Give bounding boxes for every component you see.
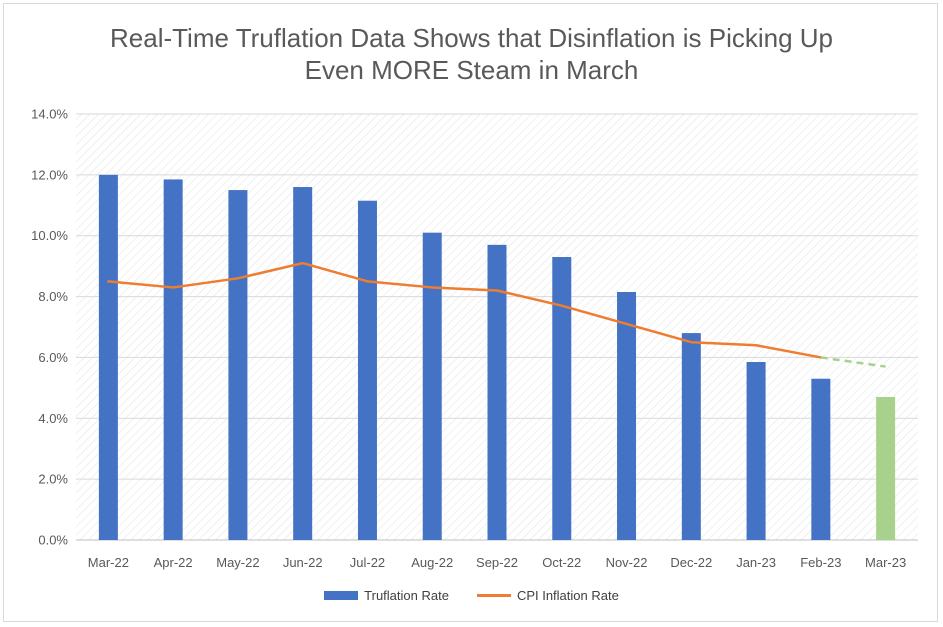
bar-truflation-sep-22 bbox=[487, 244, 507, 541]
bar-truflation-apr-22 bbox=[163, 179, 183, 540]
x-tick-label: Mar-22 bbox=[88, 555, 129, 570]
bar-truflation-nov-22 bbox=[617, 292, 637, 540]
x-tick-label: May-22 bbox=[216, 555, 259, 570]
chart-title: Real-Time Truflation Data Shows that Dis… bbox=[110, 23, 833, 85]
bar-truflation-may-22 bbox=[228, 190, 248, 541]
x-tick-label: Nov-22 bbox=[606, 555, 648, 570]
y-tick-label: 2.0% bbox=[38, 472, 68, 487]
bar-truflation-jul-22 bbox=[357, 200, 377, 540]
bar-truflation-aug-22 bbox=[422, 232, 442, 540]
bar-truflation-feb-23 bbox=[811, 378, 831, 540]
y-tick-label: 0.0% bbox=[38, 533, 68, 548]
x-tick-label: Sep-22 bbox=[476, 555, 518, 570]
x-tick-label: Apr-22 bbox=[154, 555, 193, 570]
y-tick-label: 12.0% bbox=[31, 167, 68, 182]
bar-truflation-jun-22 bbox=[293, 187, 313, 540]
line-cpi-projection bbox=[820, 356, 886, 368]
x-tick-label: Dec-22 bbox=[670, 555, 712, 570]
bar-truflation-mar-22 bbox=[98, 174, 118, 540]
x-tick-label: Mar-23 bbox=[865, 555, 906, 570]
bar-truflation-oct-22 bbox=[552, 257, 572, 540]
legend-item-cpi: CPI Inflation Rate bbox=[476, 588, 619, 603]
x-tick-label: Jun-22 bbox=[283, 555, 323, 570]
y-tick-label: 14.0% bbox=[31, 107, 68, 122]
y-tick-label: 6.0% bbox=[38, 350, 68, 365]
legend-label-cpi: CPI Inflation Rate bbox=[516, 588, 619, 603]
bar-truflation-jan-23 bbox=[746, 361, 766, 540]
y-tick-label: 10.0% bbox=[31, 228, 68, 243]
x-tick-label: Aug-22 bbox=[411, 555, 453, 570]
legend-item-truflation: Truflation Rate bbox=[324, 588, 449, 603]
legend: Truflation Rate CPI Inflation Rate bbox=[0, 588, 943, 603]
bar-truflation-mar-23 bbox=[876, 396, 896, 540]
legend-swatch-cpi bbox=[476, 594, 511, 597]
bar-truflation-dec-22 bbox=[681, 333, 701, 540]
y-tick-label: 4.0% bbox=[38, 411, 68, 426]
legend-label-truflation: Truflation Rate bbox=[364, 588, 449, 603]
x-tick-label: Feb-23 bbox=[800, 555, 841, 570]
y-tick-label: 8.0% bbox=[38, 289, 68, 304]
x-tick-label: Oct-22 bbox=[542, 555, 581, 570]
legend-swatch-truflation bbox=[324, 591, 359, 600]
line-cpi-inflation bbox=[107, 261, 823, 359]
x-tick-label: Jul-22 bbox=[350, 555, 385, 570]
x-tick-label: Jan-23 bbox=[736, 555, 776, 570]
